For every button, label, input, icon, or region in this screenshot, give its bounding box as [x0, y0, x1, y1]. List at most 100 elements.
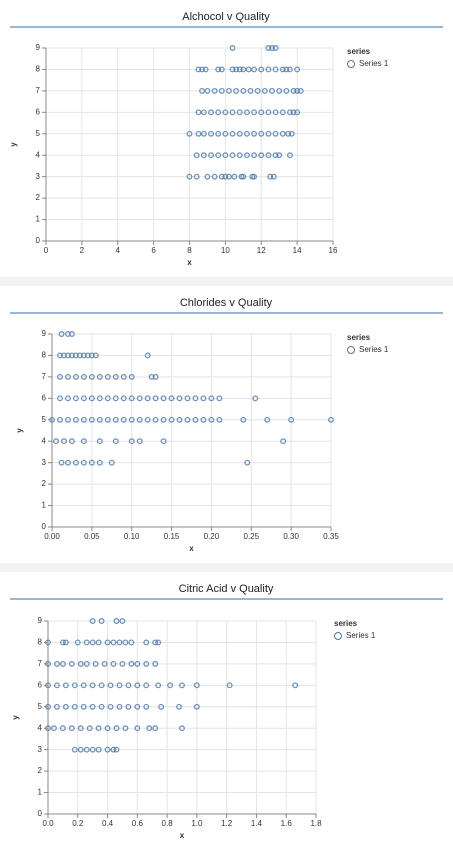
point [152, 373, 159, 380]
point [199, 87, 206, 94]
point [80, 459, 87, 466]
point [72, 395, 79, 402]
point [226, 87, 232, 94]
point [252, 395, 259, 402]
point [64, 416, 71, 423]
point [186, 130, 193, 137]
point [240, 173, 247, 180]
point [243, 152, 250, 159]
point [64, 395, 71, 402]
point [160, 395, 167, 402]
chart-title: Citric Acid v Quality [179, 583, 274, 595]
point [68, 438, 75, 445]
point [192, 416, 199, 423]
x-tick-label: 0.15 [164, 532, 180, 541]
point [247, 87, 254, 94]
point [68, 725, 75, 732]
point [112, 373, 119, 380]
point [134, 682, 141, 689]
point [229, 152, 236, 159]
point [269, 45, 275, 51]
point [215, 152, 222, 159]
point [186, 173, 193, 180]
point [288, 416, 295, 423]
x-tick-label: 0.0 [42, 819, 54, 828]
point [104, 373, 111, 380]
point [254, 87, 261, 94]
point [272, 109, 279, 116]
point [144, 352, 151, 359]
y-tick-label: 6 [42, 393, 47, 402]
y-tick-label: 5 [38, 702, 43, 711]
point [112, 416, 119, 423]
point [108, 459, 115, 466]
y-tick-label: 2 [36, 193, 41, 202]
point [251, 109, 258, 116]
point [77, 746, 84, 753]
point [243, 130, 250, 137]
point [272, 66, 279, 73]
x-axis-title: x [180, 831, 185, 840]
point [236, 152, 243, 159]
point [216, 416, 223, 423]
y-tick-label: 2 [42, 479, 47, 488]
point [45, 660, 51, 667]
point [96, 459, 103, 466]
x-tick-label: 12 [257, 246, 266, 255]
point [116, 639, 123, 646]
point [143, 703, 150, 710]
point [80, 703, 87, 710]
x-tick-label: 0.2 [72, 819, 84, 828]
point [261, 87, 268, 94]
point [136, 395, 143, 402]
point [199, 66, 206, 73]
point [104, 395, 111, 402]
point [143, 660, 150, 667]
point [62, 639, 69, 646]
y-tick-label: 8 [36, 65, 41, 74]
point [251, 66, 258, 73]
point [258, 109, 265, 116]
x-tick-label: 6 [151, 246, 156, 255]
point [144, 395, 151, 402]
point [202, 66, 209, 73]
point [204, 87, 211, 94]
point [72, 416, 79, 423]
point [57, 373, 63, 380]
point [107, 703, 114, 710]
point [279, 130, 286, 137]
point [45, 639, 51, 646]
point [208, 152, 214, 159]
x-axis-title: x [187, 258, 192, 267]
point [134, 703, 141, 710]
x-tick-label: 16 [329, 246, 338, 255]
legend-title: series [347, 47, 371, 56]
point [89, 682, 96, 689]
point [57, 416, 63, 423]
point [80, 682, 87, 689]
point [112, 438, 119, 445]
point [83, 746, 90, 753]
point [53, 438, 59, 445]
point [45, 703, 51, 710]
point [215, 109, 222, 116]
point [128, 373, 135, 380]
point [58, 459, 65, 466]
panel [0, 0, 453, 277]
point [240, 66, 247, 73]
point [200, 152, 207, 159]
point [167, 682, 174, 689]
point [120, 416, 127, 423]
point [279, 109, 286, 116]
point [77, 725, 84, 732]
point [104, 639, 111, 646]
point [113, 725, 120, 732]
point [192, 395, 199, 402]
point [294, 87, 301, 94]
point [195, 66, 202, 73]
point [83, 660, 90, 667]
point [292, 682, 299, 689]
y-tick-label: 8 [42, 351, 47, 360]
point [152, 416, 159, 423]
point [143, 682, 150, 689]
